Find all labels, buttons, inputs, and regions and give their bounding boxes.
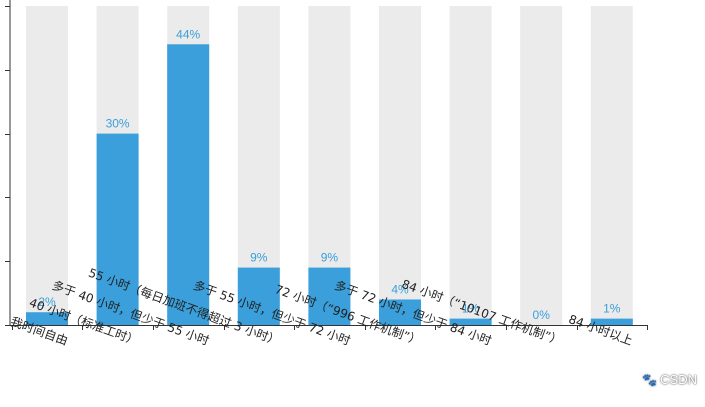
bar-track bbox=[590, 6, 633, 325]
value-labels: 2% 30% 44% 9% 9% 4% 1% 0% 1% bbox=[38, 27, 620, 322]
data-label: 9% bbox=[250, 251, 268, 265]
watermark: 🐾 CSDN bbox=[642, 372, 697, 387]
watermark-text: CSDN bbox=[660, 372, 697, 387]
bar-track bbox=[26, 6, 68, 325]
bar-track bbox=[379, 6, 421, 325]
data-label: 30% bbox=[106, 117, 130, 131]
bar bbox=[449, 318, 492, 325]
bar bbox=[379, 299, 421, 325]
bar bbox=[26, 312, 68, 325]
bar-track bbox=[449, 6, 492, 325]
data-label: 1% bbox=[462, 302, 480, 316]
bar bbox=[167, 44, 210, 325]
bar bbox=[237, 267, 280, 325]
paw-icon: 🐾 bbox=[642, 372, 658, 387]
data-label: 9% bbox=[321, 251, 339, 265]
data-label: 44% bbox=[176, 27, 200, 41]
bar bbox=[308, 267, 351, 325]
bar bbox=[96, 133, 139, 325]
axes bbox=[5, 0, 648, 330]
data-label: 0% bbox=[533, 308, 551, 322]
bar-track bbox=[520, 6, 563, 325]
data-label: 1% bbox=[603, 302, 621, 316]
data-label: 2% bbox=[38, 295, 56, 309]
bars bbox=[26, 44, 633, 325]
bar bbox=[590, 318, 633, 325]
data-label: 4% bbox=[391, 282, 409, 296]
